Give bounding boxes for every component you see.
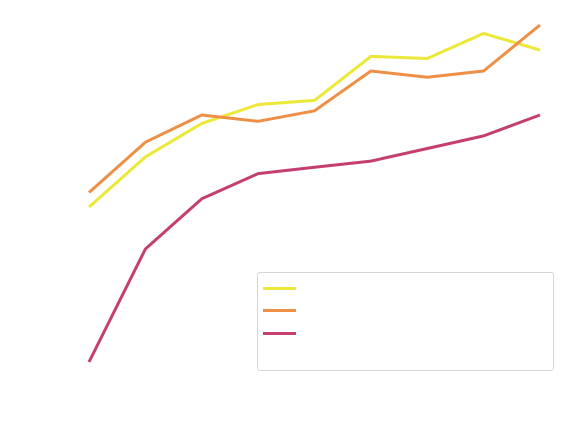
series-line-2 xyxy=(88,23,541,194)
legend-swatch-1 xyxy=(263,287,296,290)
legend-entry-3 xyxy=(263,326,513,342)
series-layer xyxy=(87,23,541,363)
series-line-1 xyxy=(88,31,541,209)
legend-swatch-3 xyxy=(263,332,296,335)
legend xyxy=(257,272,554,371)
legend-entry-1 xyxy=(263,281,513,297)
legend-swatch-2 xyxy=(263,309,296,312)
series-line-3 xyxy=(87,113,541,363)
legend-entry-2 xyxy=(263,303,513,319)
